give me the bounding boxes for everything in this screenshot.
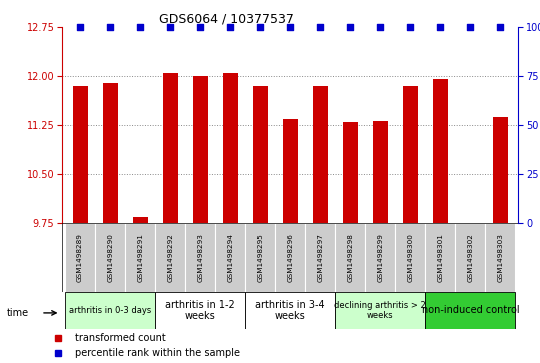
Bar: [335, 223, 365, 292]
Text: GSM1498295: GSM1498295: [257, 233, 263, 282]
Bar: [215, 223, 245, 292]
Text: arthritis in 0-3 days: arthritis in 0-3 days: [69, 306, 151, 315]
Bar: [245, 292, 335, 329]
Text: GSM1498293: GSM1498293: [197, 233, 203, 282]
Text: GSM1498298: GSM1498298: [347, 233, 353, 282]
Bar: [283, 119, 298, 223]
Text: arthritis in 3-4
weeks: arthritis in 3-4 weeks: [255, 299, 325, 321]
Text: GSM1498291: GSM1498291: [137, 233, 143, 282]
Text: GSM1498290: GSM1498290: [107, 233, 113, 282]
Bar: [133, 217, 147, 223]
Bar: [155, 223, 185, 292]
Text: non-induced control: non-induced control: [422, 305, 519, 315]
Bar: [155, 292, 245, 329]
Text: percentile rank within the sample: percentile rank within the sample: [75, 348, 240, 358]
Text: GSM1498301: GSM1498301: [437, 233, 443, 282]
Text: GSM1498302: GSM1498302: [467, 233, 474, 282]
Bar: [72, 86, 87, 223]
Bar: [275, 223, 305, 292]
Point: [166, 24, 174, 30]
Point: [496, 24, 505, 30]
Bar: [253, 86, 268, 223]
Bar: [426, 292, 515, 329]
Text: GSM1498303: GSM1498303: [497, 233, 503, 282]
Bar: [493, 117, 508, 223]
Text: GSM1498300: GSM1498300: [407, 233, 413, 282]
Point: [406, 24, 415, 30]
Bar: [103, 83, 118, 223]
Bar: [163, 73, 178, 223]
Bar: [426, 223, 455, 292]
Bar: [305, 223, 335, 292]
Text: arthritis in 1-2
weeks: arthritis in 1-2 weeks: [165, 299, 235, 321]
Bar: [343, 122, 358, 223]
Bar: [95, 223, 125, 292]
Text: GSM1498299: GSM1498299: [377, 233, 383, 282]
Text: GSM1498297: GSM1498297: [318, 233, 323, 282]
Bar: [433, 79, 448, 223]
Point: [466, 24, 475, 30]
Point: [106, 24, 114, 30]
Bar: [365, 223, 395, 292]
Text: transformed count: transformed count: [75, 334, 166, 343]
Text: GSM1498294: GSM1498294: [227, 233, 233, 282]
Text: GDS6064 / 10377537: GDS6064 / 10377537: [159, 13, 294, 26]
Bar: [125, 223, 155, 292]
Bar: [485, 223, 515, 292]
Point: [346, 24, 355, 30]
Bar: [455, 223, 485, 292]
Bar: [313, 86, 328, 223]
Bar: [193, 76, 208, 223]
Bar: [245, 223, 275, 292]
Text: time: time: [6, 308, 29, 318]
Point: [436, 24, 444, 30]
Point: [376, 24, 384, 30]
Bar: [65, 223, 95, 292]
Bar: [373, 121, 388, 223]
Bar: [185, 223, 215, 292]
Text: declining arthritis > 2
weeks: declining arthritis > 2 weeks: [334, 301, 426, 320]
Point: [316, 24, 325, 30]
Bar: [65, 292, 155, 329]
Bar: [403, 86, 418, 223]
Text: GSM1498289: GSM1498289: [77, 233, 83, 282]
Point: [136, 24, 145, 30]
Text: GSM1498292: GSM1498292: [167, 233, 173, 282]
Point: [76, 24, 84, 30]
Point: [196, 24, 205, 30]
Point: [286, 24, 295, 30]
Bar: [395, 223, 426, 292]
Bar: [335, 292, 426, 329]
Point: [256, 24, 265, 30]
Bar: [222, 73, 238, 223]
Text: GSM1498296: GSM1498296: [287, 233, 293, 282]
Point: [226, 24, 234, 30]
